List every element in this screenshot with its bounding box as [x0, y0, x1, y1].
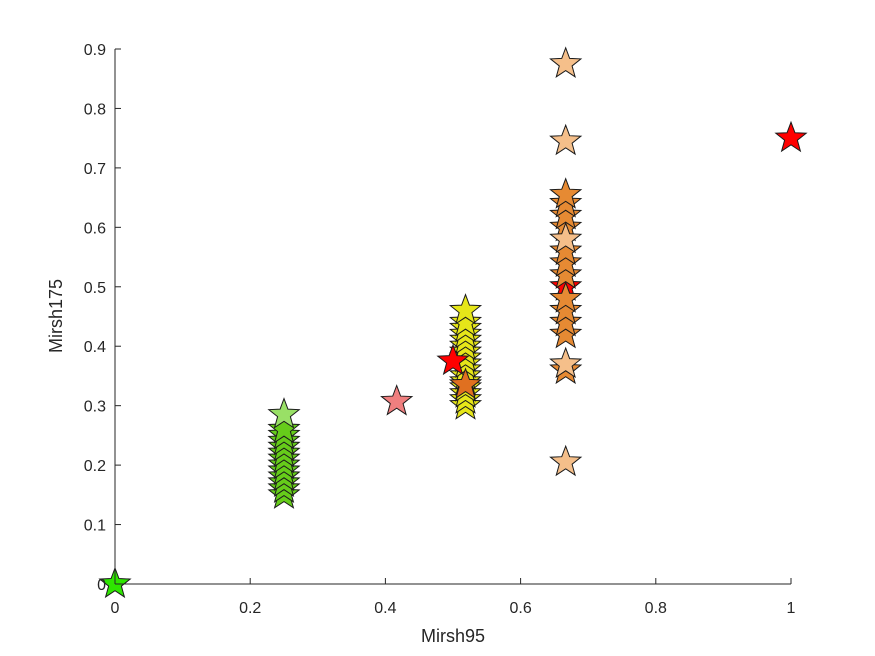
y-tick-label: 0.4: [84, 339, 106, 356]
data-point-star: [549, 293, 583, 325]
data-point-star: [549, 233, 583, 266]
x-tick-label: 0.8: [645, 600, 667, 617]
data-point-star: [448, 305, 483, 337]
x-tick-label: 0: [111, 600, 120, 617]
series-7: [549, 177, 583, 385]
y-tick-label: 0.2: [84, 458, 106, 475]
x-tick-label: 1: [787, 600, 796, 617]
y-tick-label: 0: [97, 577, 106, 594]
series-8: [549, 46, 583, 477]
data-point-star: [549, 177, 583, 209]
y-tick-label: 0.8: [84, 101, 106, 118]
y-tick-label: 0.6: [84, 220, 106, 237]
series-3: [380, 384, 414, 416]
data-point-star: [549, 305, 583, 337]
y-tick-label: 0.7: [84, 161, 106, 178]
y-axis-label: Mirsh175: [46, 279, 66, 353]
x-tick-label: 0.2: [239, 600, 261, 617]
data-point-star: [549, 281, 583, 313]
data-point-star: [267, 412, 301, 444]
data-point-star: [549, 257, 583, 289]
data-point-star: [549, 221, 583, 254]
x-axis-label: Mirsh95: [421, 626, 485, 646]
data-point-star: [774, 120, 808, 153]
data-point-star: [549, 245, 583, 278]
y-axis: 0 0.1 0.2 0.3 0.4 0.5 0.6 0.7 0.8 0.9: [84, 42, 121, 594]
series-1: [267, 412, 301, 509]
data-point-star: [380, 384, 414, 416]
series-6: [436, 120, 808, 376]
data-point-star: [549, 186, 583, 218]
data-point-star: [549, 346, 583, 379]
data-point-star: [549, 123, 583, 156]
y-tick-label: 0.5: [84, 280, 106, 297]
series-2: [267, 397, 301, 429]
y-tick-label: 0.1: [84, 518, 106, 535]
data-point-star: [267, 397, 301, 429]
data-point-star: [436, 343, 470, 376]
data-point-star: [549, 316, 583, 349]
data-point-star: [448, 293, 483, 325]
data-point-star: [549, 46, 583, 78]
series-5: [448, 367, 483, 399]
data-point-star: [549, 444, 583, 477]
plot-area: [98, 46, 808, 599]
x-tick-label: 0.4: [374, 600, 396, 617]
data-point-star: [448, 367, 483, 399]
x-tick-label: 0.6: [509, 600, 531, 617]
y-tick-label: 0.9: [84, 42, 106, 59]
y-tick-label: 0.3: [84, 399, 106, 416]
x-axis: 0 0.2 0.4 0.6 0.8 1: [111, 578, 796, 617]
